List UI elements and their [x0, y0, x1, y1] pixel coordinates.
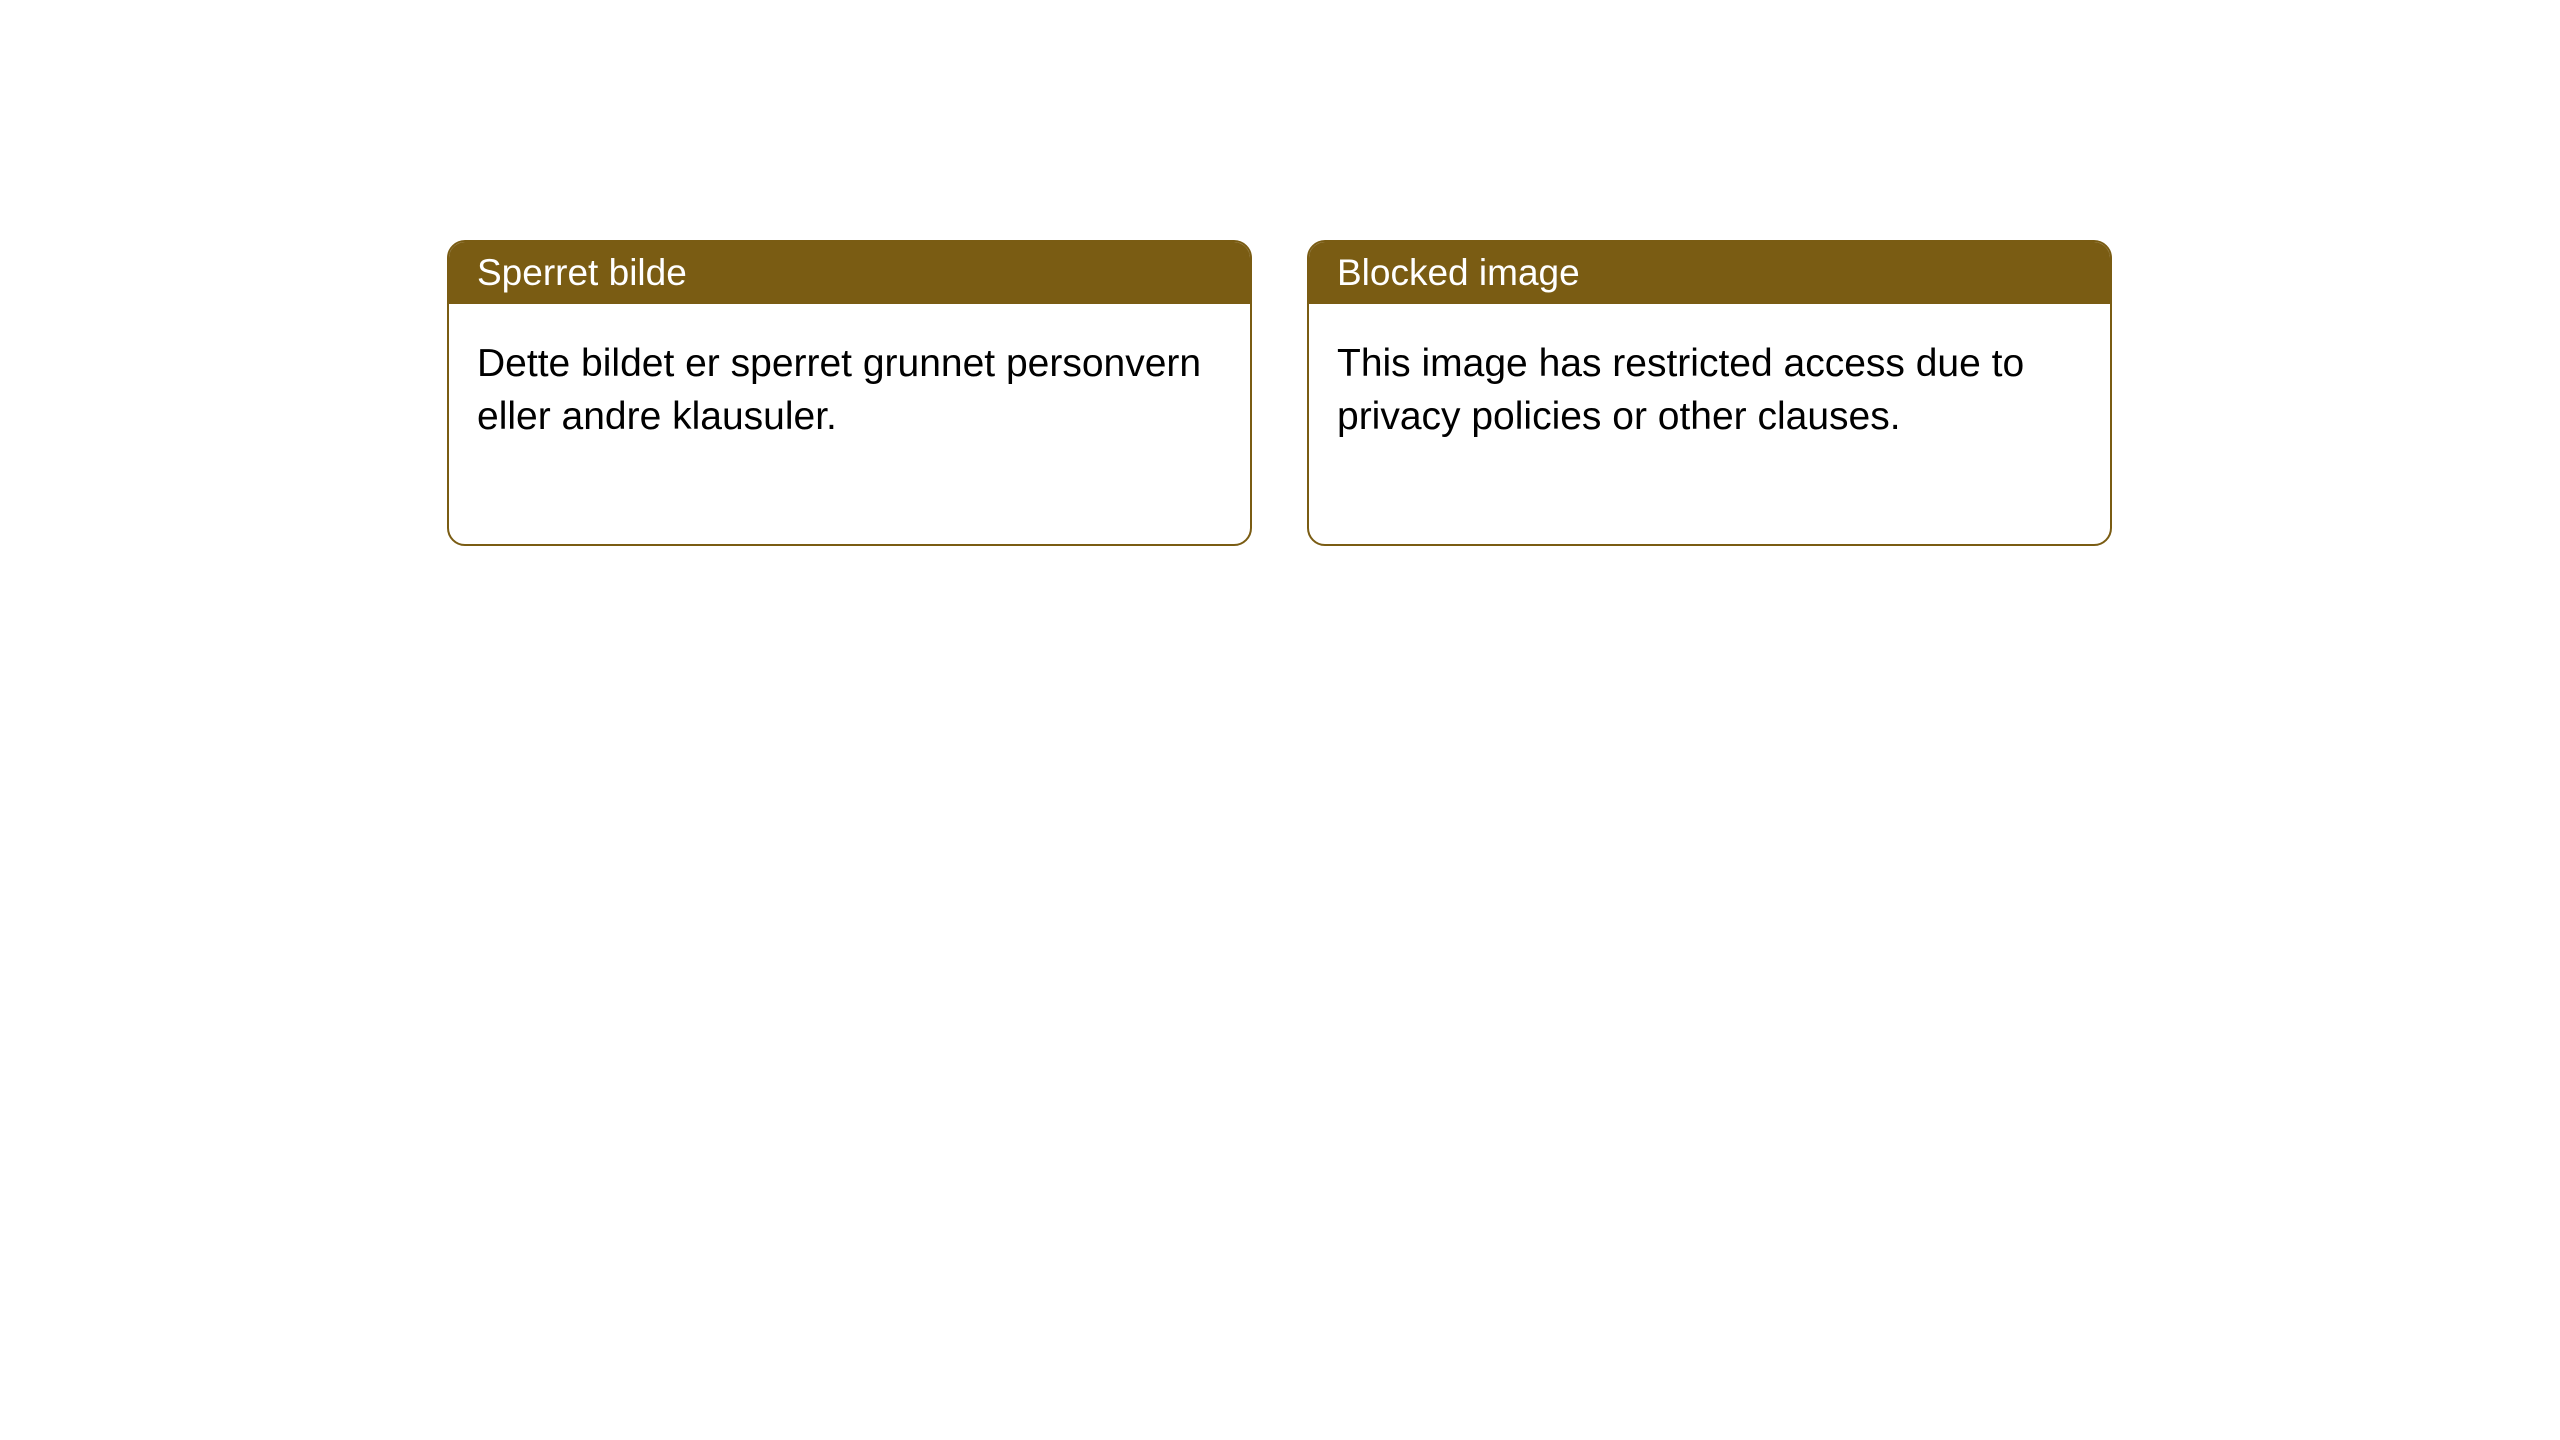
- card-body-text: Dette bildet er sperret grunnet personve…: [477, 342, 1201, 438]
- card-header: Sperret bilde: [449, 242, 1250, 304]
- notice-card-english: Blocked image This image has restricted …: [1307, 240, 2112, 546]
- notice-card-norwegian: Sperret bilde Dette bildet er sperret gr…: [447, 240, 1252, 546]
- card-title: Sperret bilde: [477, 252, 687, 293]
- notice-cards-container: Sperret bilde Dette bildet er sperret gr…: [447, 240, 2112, 546]
- card-body: This image has restricted access due to …: [1309, 304, 2110, 544]
- card-body: Dette bildet er sperret grunnet personve…: [449, 304, 1250, 544]
- card-title: Blocked image: [1337, 252, 1580, 293]
- card-header: Blocked image: [1309, 242, 2110, 304]
- card-body-text: This image has restricted access due to …: [1337, 342, 2024, 438]
